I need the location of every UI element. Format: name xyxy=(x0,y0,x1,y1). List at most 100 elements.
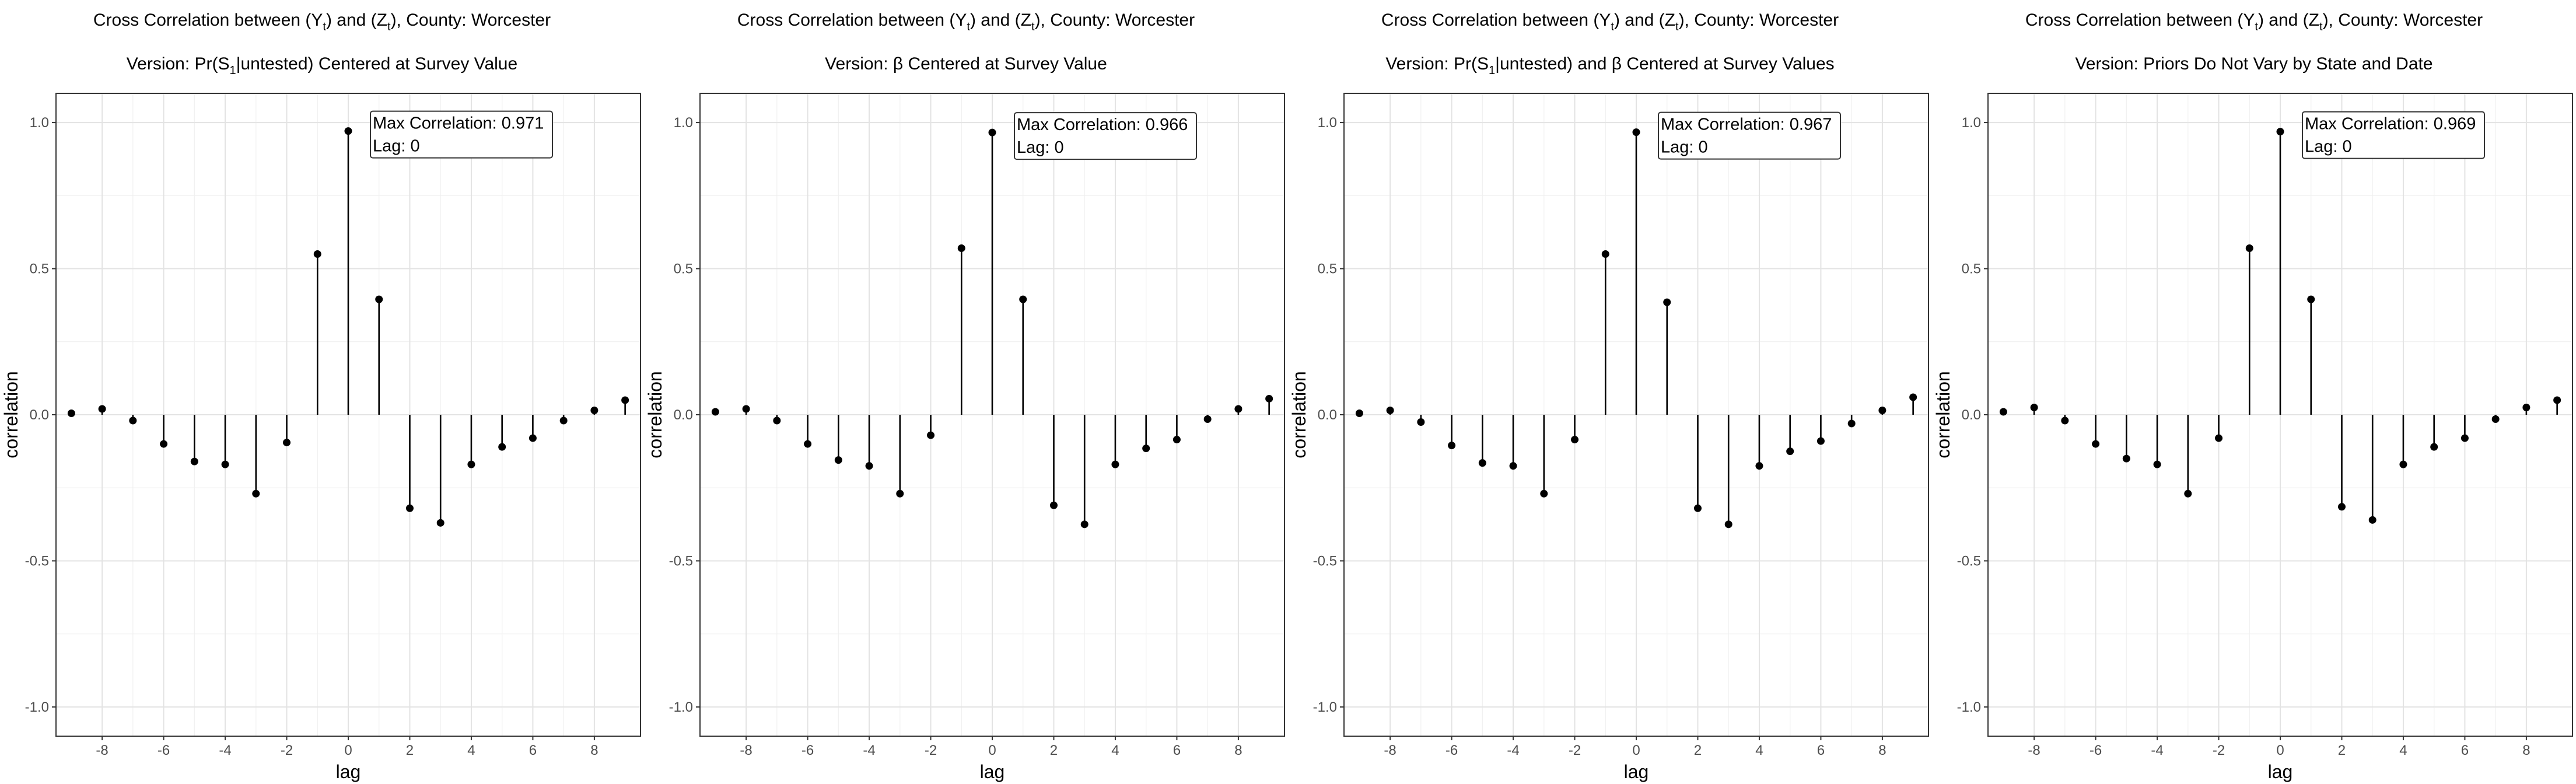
data-point xyxy=(98,405,106,413)
chart-title-part: ), County: Worcester xyxy=(1035,10,1195,30)
x-tick-label: -6 xyxy=(158,743,170,758)
x-tick-label: 8 xyxy=(2522,743,2530,758)
x-tick-label: 0 xyxy=(2276,743,2284,758)
chart-panel-3: Cross Correlation between (Yt) and (Zt),… xyxy=(1288,0,1932,784)
data-point xyxy=(1786,447,1794,456)
x-tick-label: -4 xyxy=(863,743,875,758)
data-point xyxy=(742,405,750,413)
data-point xyxy=(1847,419,1856,428)
data-point xyxy=(1817,437,1825,445)
annotation-box xyxy=(2302,111,2485,159)
y-axis-label: correlation xyxy=(645,371,666,458)
y-tick-label: 0.0 xyxy=(674,407,693,423)
chart-title-part: Cross Correlation between (Y xyxy=(2025,10,2255,30)
y-tick-label: -0.5 xyxy=(1313,553,1337,569)
chart-svg-1: Cross Correlation between (Yt) and (Zt),… xyxy=(1,10,641,782)
data-point xyxy=(2553,396,2561,404)
annotation-box xyxy=(1658,111,1841,160)
data-point xyxy=(190,457,198,466)
data-point xyxy=(2122,454,2130,463)
data-point xyxy=(375,295,383,303)
x-tick-label: -2 xyxy=(2213,743,2225,758)
chart-title-subscript: t xyxy=(1031,20,1035,33)
x-tick-label: 8 xyxy=(590,743,598,758)
data-point xyxy=(2460,434,2469,442)
chart-title-subscript: t xyxy=(2319,20,2323,33)
data-point xyxy=(559,416,568,425)
x-axis-label: lag xyxy=(1624,761,1649,782)
data-point xyxy=(1234,405,1242,413)
x-tick-label: -4 xyxy=(2151,743,2163,758)
x-tick-label: 8 xyxy=(1234,743,1242,758)
data-point xyxy=(2245,244,2253,252)
chart-title-part: ) and (Z xyxy=(326,10,387,30)
annotation-max-correlation: Max Correlation: 0.969 xyxy=(2305,115,2476,134)
data-point xyxy=(283,439,291,447)
chart-title-part: ) and (Z xyxy=(970,10,1031,30)
data-point xyxy=(1417,418,1425,426)
y-tick-label: -0.5 xyxy=(669,553,693,569)
data-point xyxy=(834,456,842,464)
data-point xyxy=(498,443,506,451)
x-tick-label: 4 xyxy=(1111,743,1119,758)
x-tick-label: 8 xyxy=(1878,743,1886,758)
chart-title-part: ), County: Worcester xyxy=(1679,10,1839,30)
data-point xyxy=(927,431,935,439)
x-tick-label: -6 xyxy=(802,743,814,758)
chart-panel-2: Cross Correlation between (Yt) and (Zt),… xyxy=(644,0,1288,784)
data-point xyxy=(2215,434,2223,442)
chart-subtitle-subscript: 1 xyxy=(230,64,236,77)
chart-subtitle: Version: Pr(S1|untested) and β Centered … xyxy=(1385,54,1834,77)
annotation-max-correlation: Max Correlation: 0.967 xyxy=(1661,116,1832,134)
chart-title-subscript: t xyxy=(1611,20,1614,33)
chart-title: Cross Correlation between (Yt) and (Zt),… xyxy=(1381,10,1839,33)
chart-title: Cross Correlation between (Yt) and (Zt),… xyxy=(2025,10,2483,33)
data-point xyxy=(1142,444,1150,453)
y-tick-label: 0.0 xyxy=(30,407,49,423)
x-tick-label: 2 xyxy=(2338,743,2346,758)
chart-title-part: ) and (Z xyxy=(1614,10,1675,30)
data-point xyxy=(2522,403,2530,411)
data-point xyxy=(129,416,137,425)
chart-title-subscript: t xyxy=(2255,20,2258,33)
chart-title-part: Cross Correlation between (Y xyxy=(737,10,967,30)
y-axis-label: correlation xyxy=(1,371,22,458)
data-point xyxy=(1999,408,2007,416)
data-point xyxy=(2276,128,2284,136)
x-tick-label: -8 xyxy=(740,743,752,758)
data-point xyxy=(773,416,781,425)
chart-subtitle: Version: Pr(S1|untested) Centered at Sur… xyxy=(127,54,517,77)
x-tick-label: 2 xyxy=(1050,743,1058,758)
annotation-box xyxy=(370,110,553,159)
data-point xyxy=(467,460,475,468)
data-point xyxy=(1203,415,1212,424)
x-tick-label: 4 xyxy=(1755,743,1763,758)
y-tick-label: 1.0 xyxy=(30,115,49,131)
data-point xyxy=(1571,436,1579,444)
x-tick-label: 4 xyxy=(2399,743,2407,758)
y-tick-label: -0.5 xyxy=(25,553,49,569)
chart-title-part: Cross Correlation between (Y xyxy=(93,10,323,30)
y-tick-label: 1.0 xyxy=(1318,115,1337,131)
x-tick-label: -2 xyxy=(281,743,293,758)
x-tick-label: 0 xyxy=(344,743,352,758)
data-point xyxy=(1663,298,1671,306)
chart-subtitle-part: Version: Priors Do Not Vary by State and… xyxy=(2075,54,2432,74)
data-point xyxy=(1478,459,1486,467)
data-point xyxy=(2337,503,2346,511)
data-point xyxy=(896,489,904,498)
chart-title-subscript: t xyxy=(967,20,970,33)
data-point xyxy=(1693,504,1702,512)
annotation-lag: Lag: 0 xyxy=(1017,138,1064,157)
x-tick-label: 6 xyxy=(1173,743,1181,758)
chart-subtitle-part: Version: Pr(S xyxy=(1385,54,1489,74)
data-point xyxy=(528,434,537,442)
data-point xyxy=(2399,460,2407,468)
data-point xyxy=(865,462,873,470)
chart-title-part: ), County: Worcester xyxy=(2323,10,2483,30)
x-axis-label: lag xyxy=(2268,761,2293,782)
y-tick-label: -1.0 xyxy=(25,699,49,715)
x-tick-label: -8 xyxy=(96,743,108,758)
chart-subtitle-part: Version: Pr(S xyxy=(127,54,230,74)
